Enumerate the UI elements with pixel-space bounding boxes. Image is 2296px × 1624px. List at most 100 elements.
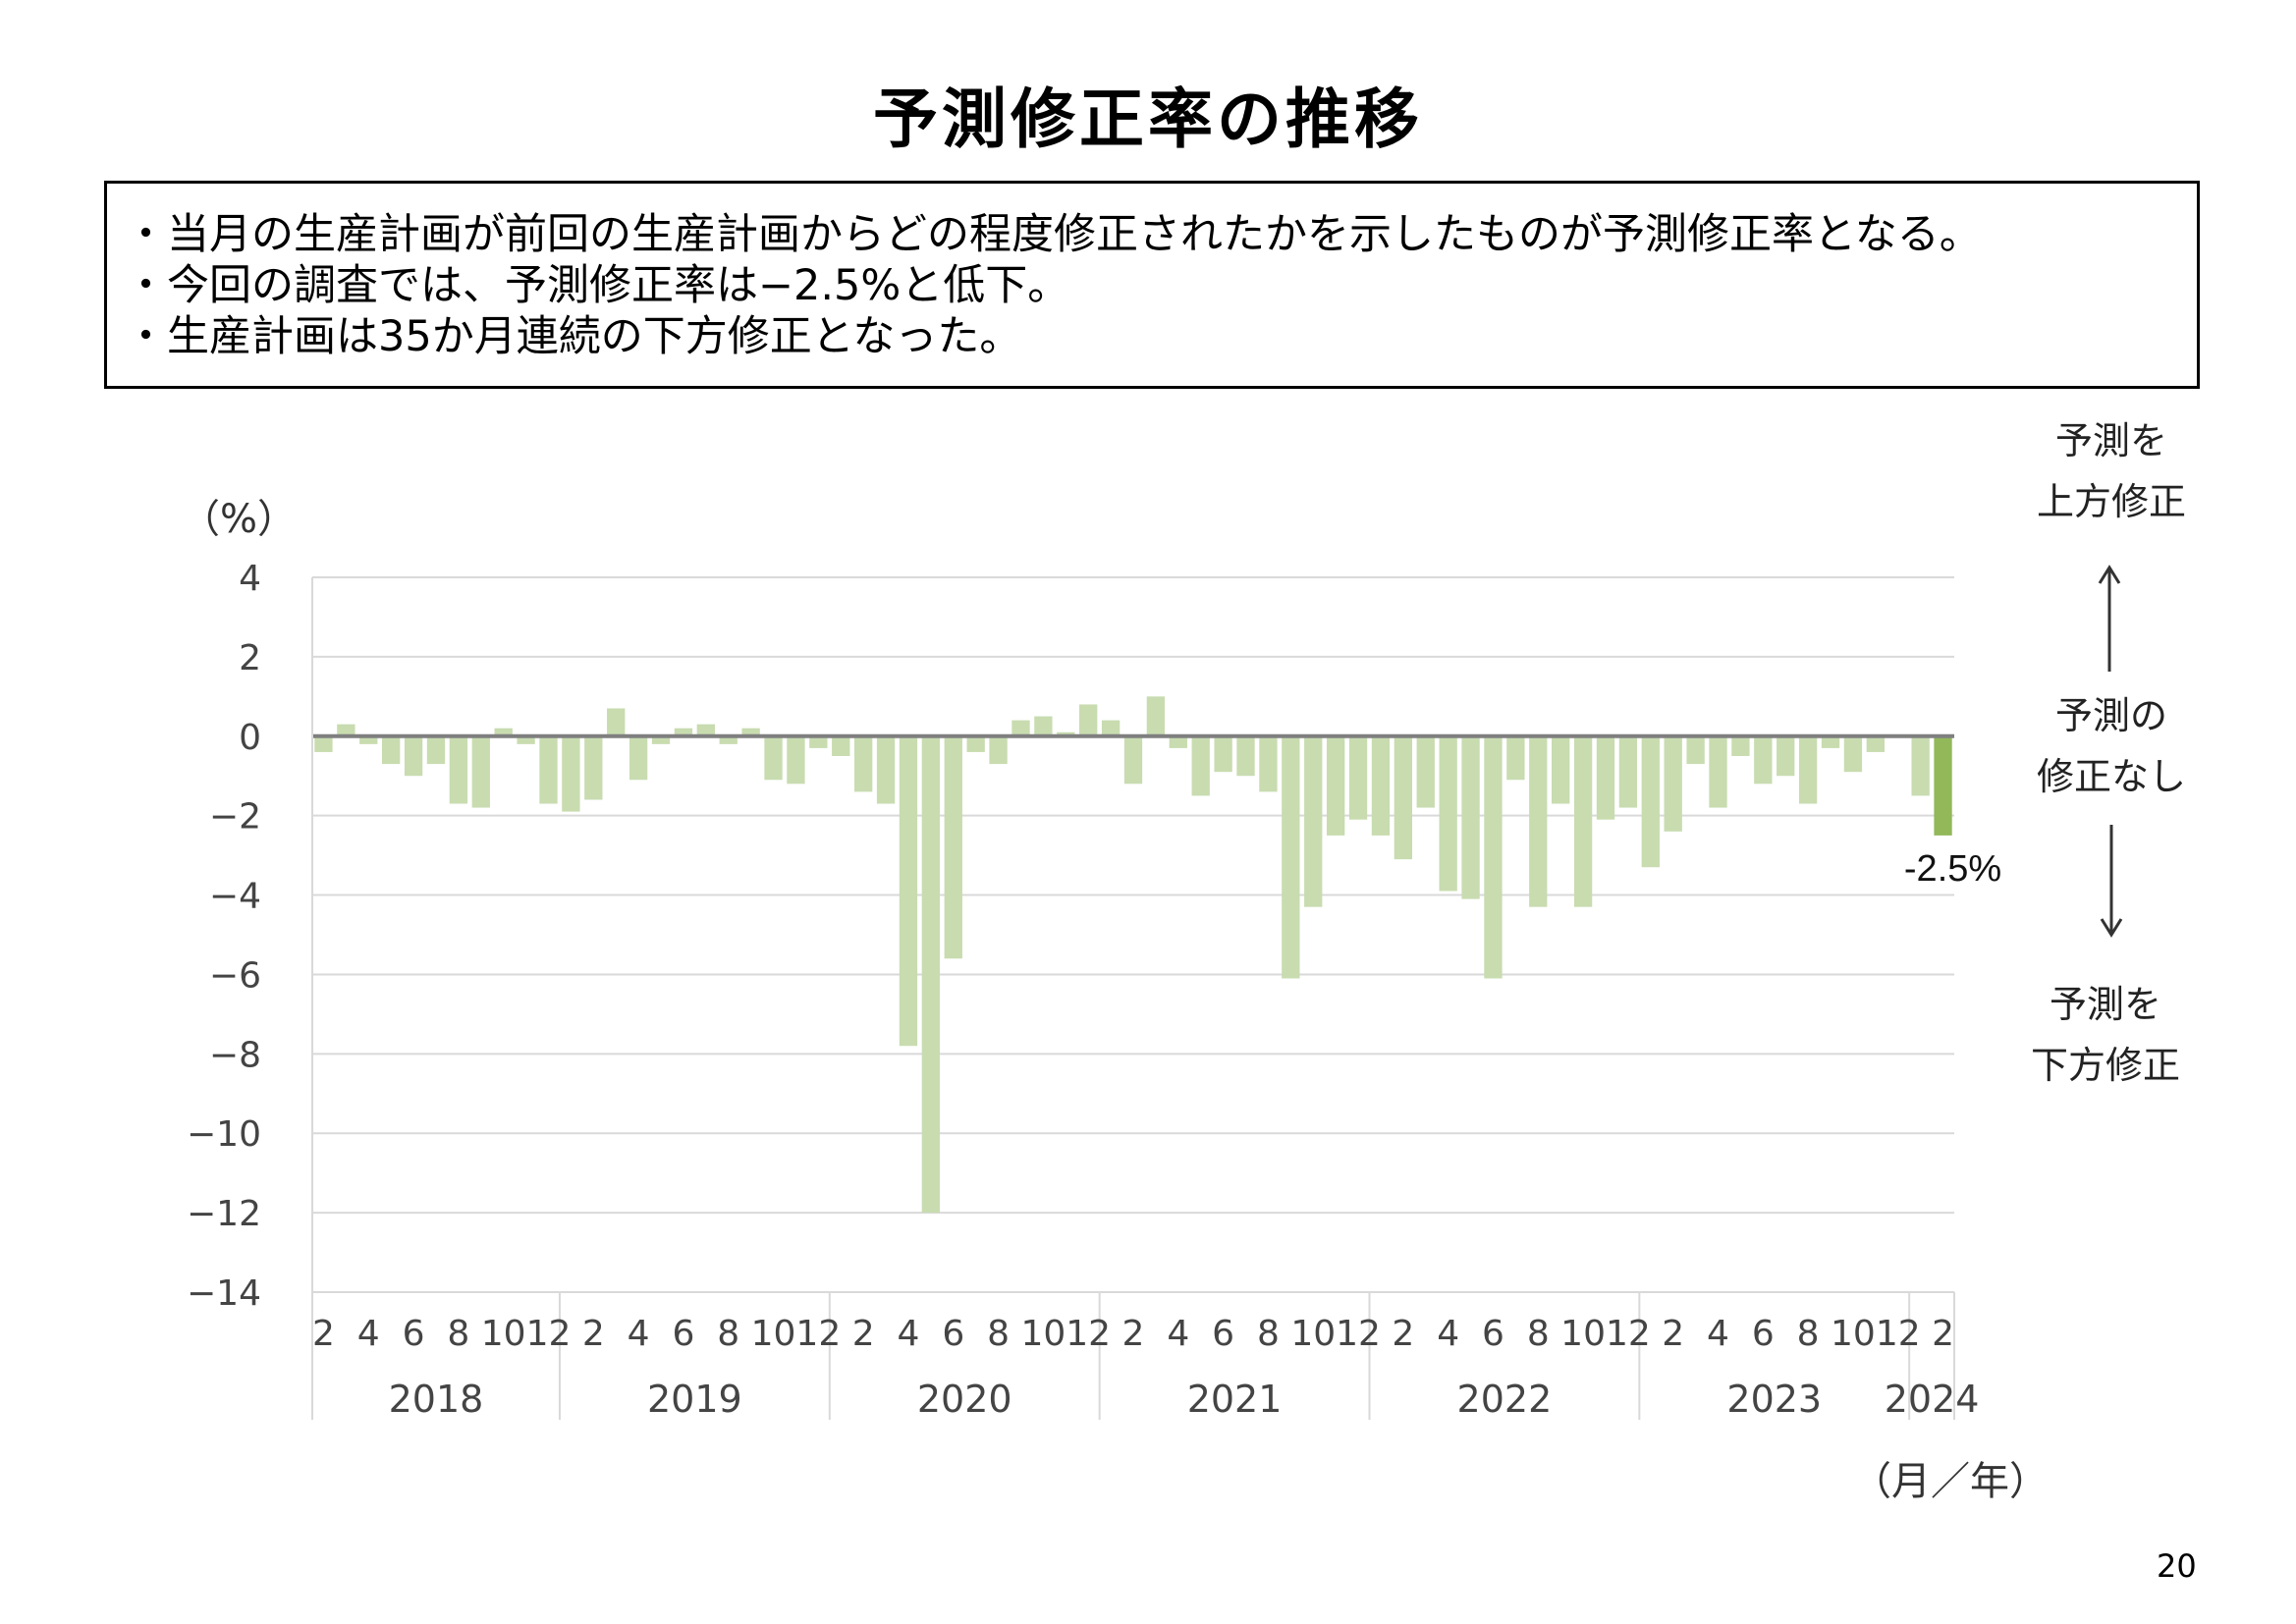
downward-revision-line1: 予測を xyxy=(2049,983,2161,1026)
x-year-label: 2019 xyxy=(647,1378,742,1421)
bar xyxy=(1686,735,1705,765)
bar xyxy=(1484,735,1503,979)
axes xyxy=(311,577,1955,1420)
no-revision-line2: 修正なし xyxy=(2036,755,2186,798)
x-month-label: 4 xyxy=(628,1314,650,1354)
x-month-label: 4 xyxy=(1707,1314,1729,1354)
bar xyxy=(1911,735,1930,796)
bar xyxy=(876,735,896,804)
y-tick-label: −10 xyxy=(187,1114,261,1155)
x-month-label: 10 xyxy=(1020,1314,1066,1354)
latest-value-label: -2.5% xyxy=(1904,848,2001,890)
x-month-label: 8 xyxy=(1257,1314,1280,1354)
no-revision-line1: 予測の xyxy=(2054,694,2167,737)
bars xyxy=(314,696,1952,1214)
x-month-label: 10 xyxy=(1560,1314,1606,1354)
x-month-label: 12 xyxy=(1336,1314,1381,1354)
bar xyxy=(832,735,850,756)
bar xyxy=(1282,735,1300,979)
bar xyxy=(517,735,535,744)
bar xyxy=(449,735,468,804)
bar xyxy=(382,735,401,765)
bar-latest xyxy=(1934,735,1952,836)
x-month-label: 12 xyxy=(1606,1314,1651,1354)
x-month-label: 10 xyxy=(751,1314,796,1354)
bar xyxy=(651,735,671,744)
down-arrow-head-icon xyxy=(2100,918,2123,938)
x-month-label: 4 xyxy=(357,1314,380,1354)
bar xyxy=(1866,735,1885,752)
bar xyxy=(1191,735,1210,796)
x-month-label: 10 xyxy=(481,1314,526,1354)
y-tick-label: −6 xyxy=(209,955,261,996)
bar xyxy=(1843,735,1863,773)
x-month-label: 6 xyxy=(1212,1314,1234,1354)
bar xyxy=(629,735,648,781)
bar xyxy=(1011,720,1030,736)
bar xyxy=(584,735,603,800)
grid-lines xyxy=(312,576,1954,1293)
bar xyxy=(1394,735,1413,860)
bar xyxy=(1777,735,1795,777)
upward-revision-line2: 上方修正 xyxy=(2036,480,2186,523)
upward-revision-line1: 予測を xyxy=(2054,419,2167,462)
bar xyxy=(674,728,693,736)
x-month-label: 6 xyxy=(1482,1314,1504,1354)
bar xyxy=(1304,735,1323,907)
bar xyxy=(966,735,985,752)
bar xyxy=(1439,735,1457,892)
x-month-label: 8 xyxy=(987,1314,1010,1354)
bar xyxy=(1529,735,1548,907)
downward-revision-label: 予測を 下方修正 xyxy=(1988,974,2223,1096)
bar xyxy=(1034,716,1053,736)
bar xyxy=(944,735,962,959)
x-month-label: 8 xyxy=(1797,1314,1820,1354)
bar xyxy=(1123,735,1143,785)
bar xyxy=(1798,735,1818,804)
page-number: 20 xyxy=(2157,1547,2197,1585)
x-month-label: 2 xyxy=(1662,1314,1684,1354)
bar xyxy=(539,735,558,804)
bar xyxy=(1348,735,1368,820)
bar xyxy=(1416,735,1435,808)
bar xyxy=(899,735,918,1047)
bar xyxy=(741,728,760,736)
y-tick-label: 0 xyxy=(239,718,261,758)
y-tick-label: −4 xyxy=(209,877,261,917)
x-month-label: 2 xyxy=(852,1314,875,1354)
bar xyxy=(1169,735,1187,748)
bar xyxy=(1326,735,1345,836)
x-month-label: 6 xyxy=(1752,1314,1775,1354)
bar xyxy=(1552,735,1570,804)
bar xyxy=(562,735,580,812)
x-year-label: 2022 xyxy=(1457,1378,1553,1421)
bar xyxy=(1259,735,1278,792)
bar xyxy=(764,735,783,781)
x-axis-unit: （月／年） xyxy=(1852,1459,2049,1504)
side-arrows xyxy=(2098,565,2123,938)
bar xyxy=(1821,735,1840,748)
bar xyxy=(809,735,828,748)
x-month-label: 8 xyxy=(447,1314,469,1354)
x-month-label: 2 xyxy=(1122,1314,1145,1354)
y-tick-label: −8 xyxy=(209,1035,261,1075)
x-year-label: 2018 xyxy=(389,1378,484,1421)
y-tick-label: 4 xyxy=(239,559,261,599)
y-tick-label: −14 xyxy=(187,1273,261,1314)
bar xyxy=(607,708,626,736)
bar xyxy=(1461,735,1480,899)
bar xyxy=(1101,720,1121,736)
y-tick-label: 2 xyxy=(239,638,261,678)
upward-revision-label: 予測を 上方修正 xyxy=(1994,410,2229,532)
x-month-label: 6 xyxy=(942,1314,964,1354)
x-month-label: 12 xyxy=(1066,1314,1111,1354)
summary-bullet: ・当月の生産計画が前回の生産計画からどの程度修正されたかを示したものが予測修正率… xyxy=(125,210,1982,259)
x-month-label: 12 xyxy=(526,1314,572,1354)
bar xyxy=(404,735,423,777)
x-month-label: 8 xyxy=(1527,1314,1550,1354)
x-month-label: 10 xyxy=(1831,1314,1876,1354)
bar xyxy=(989,735,1008,765)
bar xyxy=(314,735,333,752)
x-month-label: 10 xyxy=(1290,1314,1336,1354)
bar xyxy=(1146,696,1166,736)
